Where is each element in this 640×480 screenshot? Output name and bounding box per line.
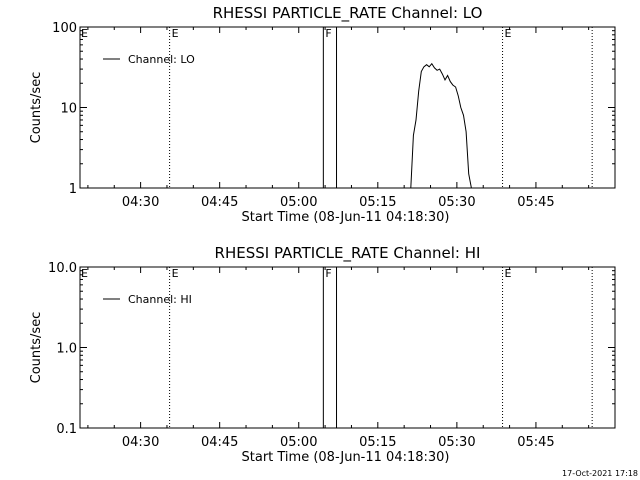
event-marker-label: E xyxy=(505,267,512,280)
legend-entry: Channel: HI xyxy=(128,293,192,306)
x-tick-label: 05:00 xyxy=(280,435,317,450)
series-line xyxy=(410,62,472,189)
event-marker-label: E xyxy=(172,267,179,280)
legend-entry: Channel: LO xyxy=(128,53,195,66)
y-tick-label: 0.1 xyxy=(56,422,77,437)
y-axis-label: Counts/sec xyxy=(29,72,44,144)
chart-title: RHESSI PARTICLE_RATE Channel: LO xyxy=(213,4,483,23)
plot-frame xyxy=(79,266,616,429)
footer-timestamp: 17-Oct-2021 17:18 xyxy=(562,469,638,478)
y-tick-label: 10.0 xyxy=(48,261,77,276)
event-marker-label: F xyxy=(325,267,331,280)
event-marker-label: E xyxy=(505,27,512,40)
event-marker-label: E xyxy=(172,27,179,40)
y-axis-label: Counts/sec xyxy=(29,312,44,384)
x-tick-label: 04:45 xyxy=(201,435,238,450)
x-axis-label: Start Time (08-Jun-11 04:18:30) xyxy=(242,210,450,225)
y-tick-label: 10 xyxy=(60,102,77,117)
chart-panel-lo: RHESSI PARTICLE_RATE Channel: LO 04:30 04:… xyxy=(29,4,616,225)
x-tick-label: 05:45 xyxy=(517,195,554,210)
plot-frame xyxy=(79,26,616,189)
y-tick-label: 1 xyxy=(69,182,77,197)
x-tick-label: 05:45 xyxy=(517,435,554,450)
event-marker-label: F xyxy=(325,27,331,40)
chart-title: RHESSI PARTICLE_RATE Channel: HI xyxy=(215,244,481,263)
x-tick-label: 04:30 xyxy=(122,195,159,210)
y-tick-label: 1.0 xyxy=(56,342,77,357)
x-tick-label: 04:45 xyxy=(201,195,238,210)
y-tick-label: 100 xyxy=(52,21,77,36)
corner-marker-label: E xyxy=(81,267,88,280)
x-tick-label: 05:30 xyxy=(438,195,475,210)
x-tick-label: 05:15 xyxy=(359,435,396,450)
chart-panel-hi: RHESSI PARTICLE_RATE Channel: HI 04:30 04:… xyxy=(29,244,616,465)
x-axis-label: Start Time (08-Jun-11 04:18:30) xyxy=(242,450,450,465)
corner-marker-label: E xyxy=(81,27,88,40)
x-tick-label: 05:15 xyxy=(359,195,396,210)
x-tick-label: 04:30 xyxy=(122,435,159,450)
x-tick-label: 05:30 xyxy=(438,435,475,450)
x-tick-label: 05:00 xyxy=(280,195,317,210)
